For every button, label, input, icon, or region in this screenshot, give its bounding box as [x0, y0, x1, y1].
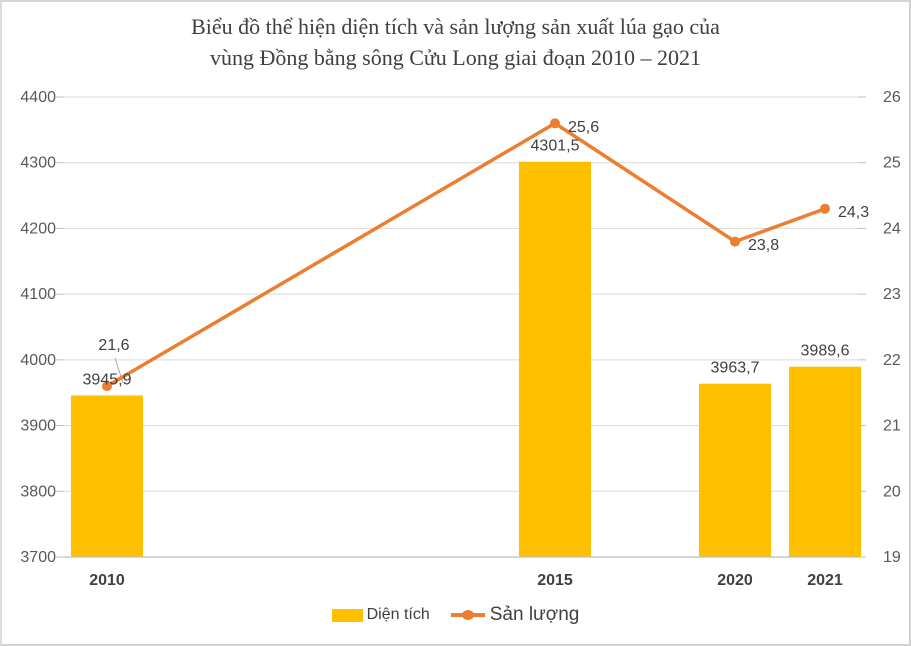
left-axis-tick-label: 4200	[20, 220, 56, 237]
line-point-marker	[550, 118, 560, 129]
right-axis-tick-label: 24	[883, 220, 901, 237]
left-axis-tick-label: 4400	[20, 89, 56, 106]
line-value-label: 21,6	[98, 337, 129, 354]
left-axis-tick-label: 4000	[20, 352, 56, 369]
line-series-swatch-icon	[450, 610, 485, 620]
line-point-marker	[102, 381, 112, 392]
left-axis-tick-label: 3700	[20, 549, 56, 566]
bar	[71, 395, 143, 557]
line-series-path	[105, 121, 827, 388]
line-value-label: 24,3	[838, 204, 869, 221]
bar	[519, 161, 591, 557]
x-axis-label: 2021	[807, 572, 843, 589]
left-axis-tick-label: 4100	[20, 286, 56, 303]
chart-title-line1: Biểu đồ thể hiện diện tích và sản lượng …	[191, 14, 720, 39]
line-value-label: 23,8	[748, 237, 779, 254]
bar-value-label: 3963,7	[711, 360, 760, 377]
bar-value-label: 3945,9	[83, 371, 132, 388]
right-axis-tick-label: 20	[883, 483, 901, 500]
legend-item-dien-tich: Diện tích	[331, 606, 430, 624]
chart-legend: Diện tích Sản lượng	[2, 604, 909, 626]
bar	[699, 383, 771, 557]
right-axis-tick-label: 23	[883, 286, 901, 303]
left-axis-tick-label: 4300	[20, 155, 56, 172]
bar-series-swatch-icon	[331, 608, 363, 622]
x-axis-label: 2020	[717, 572, 753, 589]
chart-title-line2: vùng Đồng bằng sông Cửu Long giai đoạn 2…	[209, 45, 701, 70]
x-axis-label: 2010	[89, 572, 125, 589]
right-axis-tick-label: 21	[883, 418, 901, 435]
legend-item-san-luong: Sản lượng	[450, 604, 580, 626]
bar	[789, 366, 861, 557]
left-axis-tick-label: 3900	[20, 418, 56, 435]
bar-value-label: 3989,6	[801, 343, 850, 360]
x-axis-label: 2015	[537, 572, 573, 589]
line-value-label: 25,6	[568, 119, 599, 136]
right-axis-tick-label: 26	[883, 89, 901, 106]
line-point-marker	[820, 203, 830, 214]
bar-series-group	[71, 161, 861, 557]
right-axis-tick-label: 19	[883, 549, 901, 566]
chart-title: Biểu đồ thể hiện diện tích và sản lượng …	[2, 11, 909, 73]
axis-group: 3700 19 3800 20 3900 21 4000 22 4100 23 4200 24 4300…	[20, 89, 900, 589]
legend-label-san-luong: Sản lượng	[489, 604, 580, 625]
legend-label-dien-tich: Diện tích	[366, 606, 430, 623]
bar-value-label: 4301,5	[531, 138, 580, 155]
left-axis-tick-label: 3800	[20, 483, 56, 500]
line-series-group	[102, 118, 830, 392]
gridlines-group	[56, 96, 866, 558]
right-axis-tick-label: 22	[883, 352, 901, 369]
line-point-marker	[730, 236, 740, 247]
right-axis-tick-label: 25	[883, 155, 901, 172]
data-labels-group: 3945,9 4301,5 3963,7 3989,6 21,6 25,6 23,8 24,3	[83, 119, 870, 388]
